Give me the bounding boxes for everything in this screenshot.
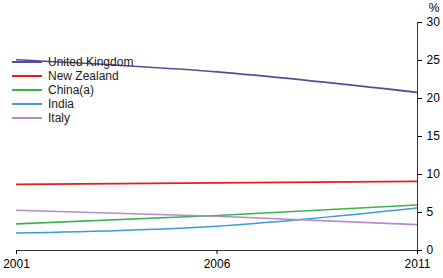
svg-text:20: 20	[427, 91, 441, 105]
svg-text:10: 10	[427, 167, 441, 181]
svg-text:2011: 2011	[405, 257, 431, 271]
svg-text:2006: 2006	[204, 257, 231, 271]
html-text:Italy: Italy	[48, 111, 70, 125]
svg-text:%: %	[429, 1, 440, 15]
svg-text:25: 25	[427, 53, 441, 67]
html-text:United Kingdom: United Kingdom	[48, 55, 134, 69]
html-text:India: India	[48, 97, 74, 111]
svg-text:15: 15	[427, 129, 441, 143]
html-text:New Zealand: New Zealand	[48, 69, 119, 83]
svg-text:2001: 2001	[3, 257, 30, 271]
svg-text:0: 0	[427, 243, 434, 257]
svg-text:30: 30	[427, 15, 441, 29]
html-text:China(a): China(a)	[48, 83, 94, 97]
svg-text:5: 5	[427, 205, 434, 219]
